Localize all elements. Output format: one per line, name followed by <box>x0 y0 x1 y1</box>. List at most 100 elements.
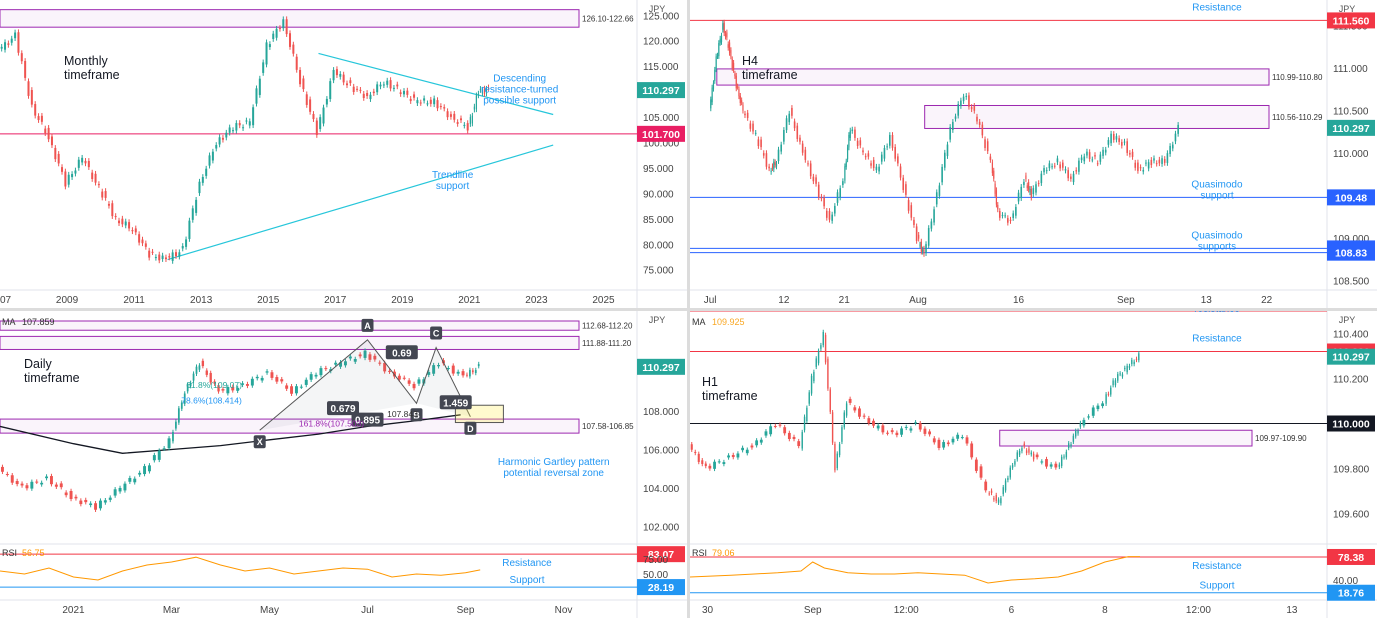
zone-label: 110.99-110.80 <box>1272 73 1323 82</box>
candle-body <box>368 354 372 360</box>
candle-body <box>218 137 221 145</box>
candle-body <box>1075 170 1078 172</box>
candle-body <box>710 99 712 109</box>
candle-body <box>1053 165 1056 167</box>
rsi-line <box>0 556 481 581</box>
candle-body <box>108 497 112 500</box>
x-tick-label: 2007 <box>0 295 12 306</box>
pattern-point-label: D <box>467 424 474 434</box>
candle-body <box>389 80 392 89</box>
monthly-chart-panel[interactable]: JPY125.000120.000115.000110.000105.00010… <box>0 0 687 308</box>
candle-body <box>332 69 335 81</box>
h1-chart-panel[interactable]: JPY 110.400 110.200 110.000 109.800 109.600 30… <box>690 311 1377 618</box>
candle-body <box>1142 169 1145 172</box>
candle-body <box>825 210 828 218</box>
candle-body <box>919 244 921 246</box>
candle-body <box>820 345 822 349</box>
candle-body <box>1056 158 1059 163</box>
candle-body <box>305 94 308 105</box>
candle-body <box>426 103 429 105</box>
candle-body <box>904 426 908 428</box>
candle-body <box>796 125 799 139</box>
candle-body <box>804 149 807 160</box>
candle-body <box>828 211 831 220</box>
candle-body <box>270 372 274 378</box>
candle-body <box>881 425 885 433</box>
candle-body <box>413 94 416 98</box>
daily-chart-panel[interactable]: JPY 108.000 106.000 104.000 102.000 2021 Mar Ma… <box>0 311 687 618</box>
candle-body <box>932 438 936 443</box>
candle-body <box>849 130 851 138</box>
candle-body <box>167 438 171 449</box>
rsi-resistance-badge-bg <box>1327 548 1375 565</box>
x-tick-label: 8 <box>1102 605 1108 616</box>
candle-body <box>406 90 409 95</box>
candle-body <box>723 22 725 34</box>
candle-body <box>469 369 471 377</box>
candle-body <box>386 80 389 85</box>
x-tick-label: 2017 <box>324 295 347 306</box>
rsi-support-badge: 18.76 <box>1338 588 1364 600</box>
candle-body <box>694 451 697 453</box>
rsi-support-badge-bg <box>1327 584 1375 601</box>
candle-body <box>20 53 23 62</box>
monthly-chart[interactable]: JPY125.000120.000115.000110.000105.00010… <box>0 0 687 308</box>
candle-body <box>373 355 377 360</box>
candle-body <box>801 143 804 153</box>
candle-body <box>45 476 49 479</box>
candle-body <box>209 372 212 383</box>
candle-body <box>198 181 201 194</box>
candle-body <box>419 102 422 104</box>
h4-chart[interactable]: JPY111.500111.000110.500110.000109.50010… <box>690 0 1377 308</box>
current-price-badge-bg <box>637 82 685 99</box>
candle-body <box>807 163 809 165</box>
candle-body <box>854 129 856 138</box>
candle-body <box>1063 456 1065 458</box>
candle-body <box>134 228 137 233</box>
candle-body <box>1029 188 1031 193</box>
current-price-badge-bg <box>1327 348 1375 365</box>
rsi-value: 56.75 <box>22 548 45 558</box>
h4-chart-panel[interactable]: JPY111.500111.000110.500110.000109.50010… <box>690 0 1377 308</box>
zone-label: 110.56-110.29 <box>1272 113 1323 122</box>
candle-body <box>974 459 978 471</box>
candle-body <box>738 89 740 97</box>
x-tick-label: Mar <box>163 605 181 616</box>
candle-body <box>724 33 727 37</box>
candle-body <box>986 141 989 152</box>
moving-average-line <box>0 414 461 454</box>
candle-body <box>1117 374 1119 381</box>
candle-body <box>1134 162 1137 168</box>
daily-chart[interactable]: JPY 108.000 106.000 104.000 102.000 2021 Mar Ma… <box>0 311 687 618</box>
candle-body <box>299 386 303 388</box>
supply-demand-zone <box>0 9 580 28</box>
candle-body <box>186 384 189 392</box>
candle-body <box>1059 164 1061 169</box>
candle-body <box>353 358 357 362</box>
candle-body <box>984 481 988 491</box>
candle-body <box>1096 405 1100 410</box>
candle-body <box>189 382 192 387</box>
h1-chart[interactable]: JPY 110.400 110.200 110.000 109.800 109.600 30… <box>690 311 1377 618</box>
y-tick-label: 109.600 <box>1333 510 1370 521</box>
candle-body <box>314 374 318 377</box>
candle-body <box>858 408 861 417</box>
pattern-point-bg <box>410 408 423 422</box>
candle-body <box>358 354 362 357</box>
candle-body <box>1135 358 1138 360</box>
candle-body <box>131 230 134 232</box>
candle-body <box>745 449 749 454</box>
candle-body <box>235 123 238 131</box>
candle-body <box>180 402 183 409</box>
level-note: Quasimodo <box>1191 179 1243 190</box>
candle-body <box>1174 133 1177 142</box>
candle-body <box>930 221 933 229</box>
candle-body <box>900 428 903 435</box>
candle-body <box>1049 464 1053 467</box>
candle-body <box>856 140 859 146</box>
candle-body <box>24 61 27 78</box>
y-tick-label: 108.000 <box>643 407 680 418</box>
candle-body <box>894 146 896 159</box>
candle-body <box>823 197 825 207</box>
candle-body <box>1158 159 1161 164</box>
